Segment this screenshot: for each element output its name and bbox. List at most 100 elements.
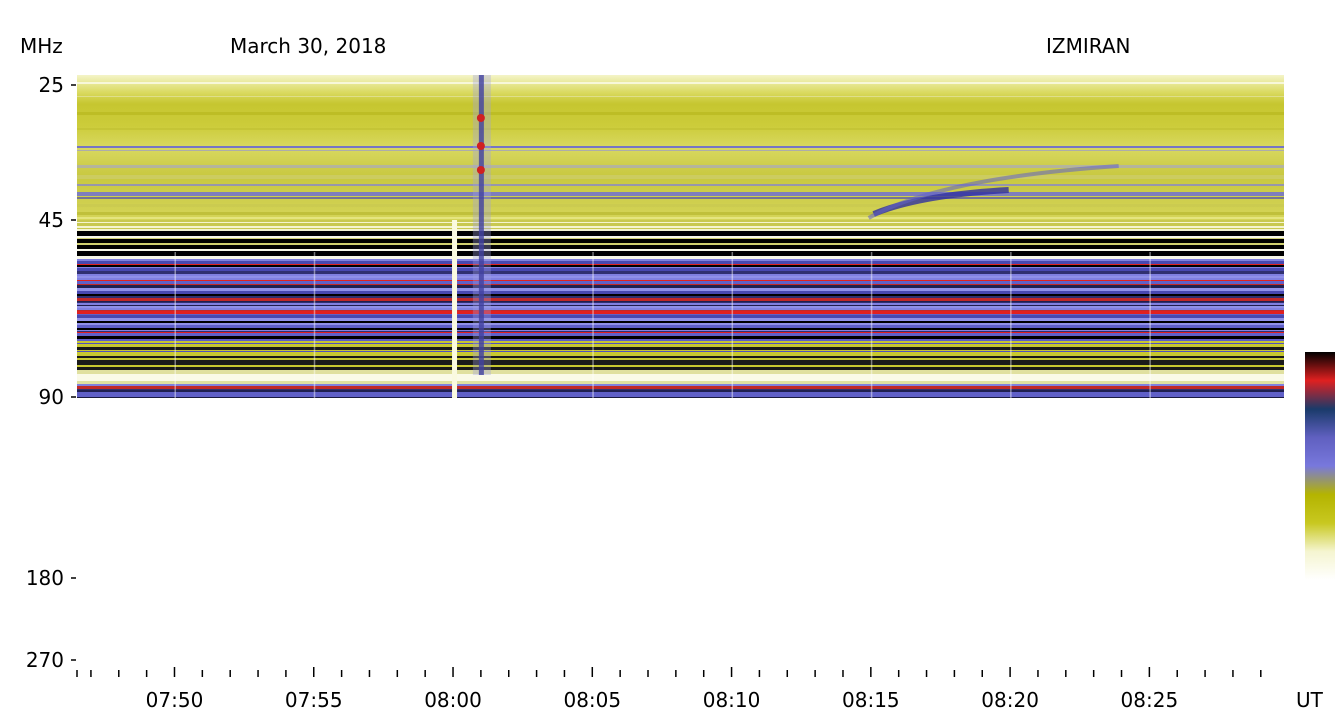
band-lower-stripe xyxy=(77,379,1284,381)
band-lower-stripe xyxy=(77,274,1284,276)
band-lower-stripe xyxy=(77,351,1284,352)
band-lower-stripe xyxy=(77,372,1284,374)
band-lower-stripe xyxy=(77,265,1284,267)
drifting-feature-trail xyxy=(867,164,1119,220)
band-lower-stripe xyxy=(77,344,1284,347)
band-lower-stripe xyxy=(77,239,1284,240)
band-lower-stripe xyxy=(77,394,1284,397)
band-lower-stripe xyxy=(77,365,1284,367)
spectrogram-gridline xyxy=(731,252,734,398)
burst-peak xyxy=(476,142,485,150)
band-lower-stripe xyxy=(77,226,1284,228)
band-lower-stripe xyxy=(77,243,1284,245)
band-lower-stripe xyxy=(77,353,1284,354)
colorbar-scale xyxy=(1305,352,1335,580)
burst-peak xyxy=(476,166,485,174)
band-lower-stripe xyxy=(77,229,1284,231)
band-lower-stripe xyxy=(77,298,1284,301)
band-lower-stripe xyxy=(77,376,1284,379)
band-lower-stripe xyxy=(77,301,1284,302)
band-lower-stripe xyxy=(77,386,1284,389)
band-lower-stripe xyxy=(77,392,1284,394)
type-iii-burst xyxy=(478,75,484,375)
band-upper-line xyxy=(77,82,1284,84)
spectrogram-gridline xyxy=(870,252,873,398)
band-lower-stripe xyxy=(77,261,1284,264)
band-lower-stripe xyxy=(77,233,1284,236)
y-tick-label: 45 xyxy=(39,208,64,232)
band-lower-stripe xyxy=(77,253,1284,256)
x-tick-label: 07:50 xyxy=(146,688,204,712)
band-lower-stripe xyxy=(77,256,1284,259)
band-lower-stripe xyxy=(77,259,1284,261)
band-lower-stripe xyxy=(77,276,1284,278)
band-lower-stripe xyxy=(77,358,1284,360)
x-tick-label: 08:05 xyxy=(563,688,621,712)
band-lower-stripe xyxy=(77,350,1284,351)
x-tick-label: 08:25 xyxy=(1121,688,1179,712)
band-lower-stripe xyxy=(77,352,1284,353)
band-lower-stripe xyxy=(77,281,1284,284)
band-lower-stripe xyxy=(77,315,1284,318)
band-upper-line xyxy=(77,212,1284,215)
band-lower-stripe xyxy=(77,278,1284,280)
axes: 25 45 90 180 270 07:50 07:55 08:00 08:05 08:10 08:… xyxy=(26,73,1262,712)
y-tick-label: 90 xyxy=(39,385,64,409)
band-lower-stripe xyxy=(77,323,1284,325)
band-lower-stripe xyxy=(77,337,1284,339)
band-lower-stripe xyxy=(77,306,1284,308)
band-lower-stripe xyxy=(77,268,1284,271)
burst-peak xyxy=(476,114,485,122)
band-lower-stripe xyxy=(77,310,1284,311)
x-tick-label: 08:20 xyxy=(981,688,1039,712)
band-lower-stripe xyxy=(77,322,1284,323)
band-lower-stripe xyxy=(77,328,1284,330)
band-lower-stripe xyxy=(77,389,1284,390)
band-lower-stripe xyxy=(77,381,1284,384)
spectrogram-image xyxy=(77,75,1284,398)
band-lower-stripe xyxy=(77,303,1284,305)
band-lower-stripe xyxy=(77,370,1284,372)
band-lower-stripe xyxy=(77,354,1284,356)
y-axis-unit-label: MHz xyxy=(20,34,63,58)
band-lower-stripe xyxy=(77,347,1284,350)
band-lower-stripe xyxy=(77,360,1284,361)
band-lower-stripe xyxy=(77,321,1284,322)
band-lower-stripe xyxy=(77,305,1284,306)
band-lower-stripe xyxy=(77,280,1284,281)
band-lower-stripe xyxy=(77,284,1284,285)
band-lower-stripe xyxy=(77,336,1284,337)
band-lower-stripe xyxy=(77,333,1284,336)
band-lower-stripe xyxy=(77,288,1284,291)
chart-title: March 30, 2018 xyxy=(230,34,387,58)
band-lower-stripe xyxy=(77,220,1284,222)
band-lower-stripe xyxy=(77,236,1284,238)
spectrogram-gridline xyxy=(1149,252,1151,398)
band-lower-stripe xyxy=(77,223,1284,225)
band-lower-stripe xyxy=(77,374,1284,376)
x-tick-label: 07:55 xyxy=(285,688,343,712)
band-lower-stripe xyxy=(77,341,1284,343)
spectrogram-gridline xyxy=(1010,252,1012,398)
band-lower-stripe xyxy=(77,222,1284,223)
band-upper-line xyxy=(77,150,1284,151)
spectrogram-gridline xyxy=(313,252,316,398)
band-lower-stripe xyxy=(77,294,1284,296)
band-lower-stripe xyxy=(77,228,1284,229)
band-lower-stripe xyxy=(77,264,1284,265)
x-tick-label: 08:00 xyxy=(424,688,482,712)
band-lower-stripe xyxy=(77,367,1284,370)
spectrogram-gridline xyxy=(592,252,594,398)
band-lower-stripe xyxy=(77,311,1284,314)
band-lower-stripe xyxy=(77,238,1284,239)
band-lower-stripe xyxy=(77,318,1284,320)
band-upper-line xyxy=(77,184,1284,186)
band-lower-stripe xyxy=(77,231,1284,233)
band-upper-line xyxy=(77,217,1284,219)
band-lower-stripe xyxy=(77,225,1284,226)
band-lower-stripe xyxy=(77,246,1284,249)
band-lower-stripe xyxy=(77,245,1284,246)
observatory-label: IZMIRAN xyxy=(1046,34,1131,58)
band-lower-stripe xyxy=(77,267,1284,268)
